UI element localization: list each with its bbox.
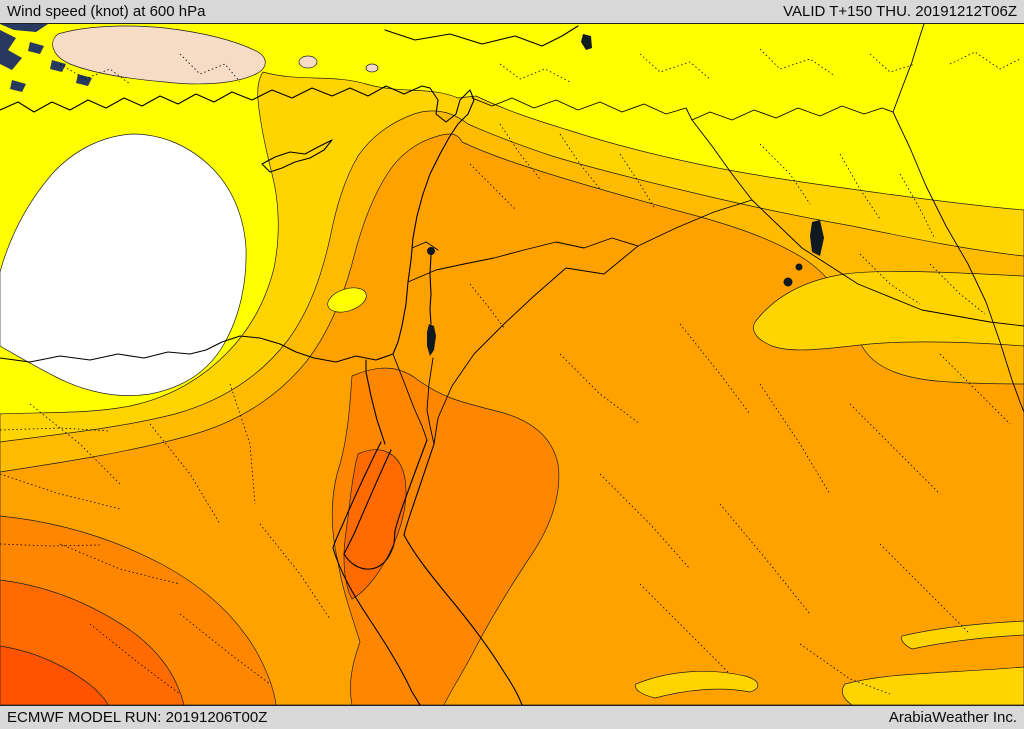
- contour-band-gold-tongue-east: [753, 271, 1024, 351]
- admin-boundary-line: [499, 63, 571, 83]
- admin-boundary-line: [679, 323, 751, 415]
- coastline-mediterranean-levant-egypt: [0, 85, 475, 363]
- admin-boundary-line: [599, 473, 691, 570]
- dead-sea: [427, 324, 436, 356]
- admin-boundary-line: [149, 423, 221, 525]
- admin-boundary-line: [759, 143, 811, 205]
- header-bar: Wind speed (knot) at 600 hPa VALID T+150…: [0, 0, 1024, 24]
- coastline-red-sea-arabia: [403, 534, 523, 705]
- admin-boundary-line: [759, 48, 836, 77]
- admin-boundary-line: [0, 473, 121, 510]
- admin-boundary-line: [639, 53, 711, 80]
- coastline-cyprus: [261, 139, 333, 173]
- map-title: Wind speed (knot) at 600 hPa: [7, 3, 206, 20]
- island-shape: [50, 60, 66, 72]
- admin-boundaries: [0, 48, 1021, 695]
- border-turkey-iran: [892, 24, 925, 113]
- border-syria-iraq: [691, 119, 753, 201]
- admin-boundary-line: [859, 253, 921, 305]
- border-iran-iraq: [892, 111, 1024, 413]
- border-israel-lebanon: [407, 269, 437, 283]
- island-shape: [10, 80, 26, 92]
- border-israel-jordan: [426, 357, 435, 445]
- admin-boundary-line: [0, 543, 101, 547]
- contour-band-white-mediterranean: [0, 133, 247, 396]
- island-shape: [0, 30, 22, 70]
- admin-boundary-line: [869, 53, 916, 73]
- contour-band-gold-streak: [635, 670, 758, 699]
- border-egypt-israel: [392, 353, 428, 441]
- island-shape: [76, 74, 92, 86]
- admin-boundary-line: [229, 383, 256, 505]
- admin-boundary-line: [259, 523, 331, 620]
- contour-band-peach-spot: [365, 63, 379, 73]
- admin-boundary-line: [929, 263, 986, 315]
- contour-band-dark-orange-levant: [331, 367, 560, 705]
- border-iraq-saudi: [751, 199, 1024, 327]
- coastline-gulf-of-suez-east: [343, 449, 392, 555]
- footer-bar: ECMWF MODEL RUN: 20191206T00Z ArabiaWeat…: [0, 705, 1024, 729]
- contour-band-peach-spot: [298, 55, 318, 69]
- admin-boundary-line: [849, 403, 941, 495]
- admin-boundary-line: [179, 53, 241, 83]
- lake-razzaza: [783, 277, 793, 287]
- admin-boundary-line: [759, 383, 831, 495]
- coastline-gulf-of-suez-west: [332, 441, 382, 549]
- coastlines: [0, 25, 579, 705]
- admin-boundary-line: [839, 153, 881, 220]
- aegean-islands: [0, 24, 92, 92]
- sea-of-galilee: [427, 247, 435, 255]
- island-shape: [28, 42, 44, 54]
- lakes: [427, 34, 824, 356]
- border-lebanon-syria: [411, 241, 439, 251]
- coastline-sinai-tip: [343, 530, 396, 570]
- admin-boundary-line: [469, 163, 516, 210]
- admin-boundary-line: [879, 543, 971, 635]
- contour-band-gold-streak: [842, 666, 1024, 705]
- validity-label: VALID T+150 THU. 20191212T06Z: [783, 3, 1017, 20]
- island-shape: [0, 24, 48, 32]
- map-canvas: [0, 24, 1024, 705]
- admin-boundary-line: [639, 583, 731, 675]
- model-run-label: ECMWF MODEL RUN: 20191206T00Z: [7, 709, 268, 726]
- contour-band-yellow-spot: [327, 287, 367, 313]
- jordan-river: [429, 254, 432, 325]
- border-jordan-saudi: [433, 245, 639, 445]
- credit-label: ArabiaWeather Inc.: [888, 709, 1017, 726]
- suez-canal: [365, 359, 386, 445]
- admin-boundary-line: [29, 403, 121, 485]
- coastline-gulf-of-aqaba-west: [394, 439, 428, 532]
- contour-band-core-orange-southwest: [0, 645, 109, 705]
- country-borders: [392, 24, 1024, 445]
- lake-tuz: [581, 34, 592, 50]
- contour-bands: [0, 25, 1024, 705]
- lake-habbaniyah: [795, 263, 803, 271]
- admin-boundary-line: [89, 623, 181, 695]
- border-syria-jordan: [435, 237, 639, 271]
- wind-speed-map: [0, 24, 1024, 705]
- coastline-red-sea-egypt: [332, 547, 421, 705]
- border-jordan-iraq: [637, 199, 753, 247]
- lake-tharthar: [810, 220, 824, 256]
- contour-band-gold-streak: [901, 620, 1024, 650]
- coastline-black-sea: [384, 25, 579, 47]
- admin-boundary-line: [179, 613, 271, 685]
- border-turkey-syria-iraq: [471, 97, 894, 121]
- coastline-gulf-of-aqaba-east: [403, 443, 435, 536]
- admin-boundary-line: [899, 173, 936, 240]
- admin-boundary-line: [719, 503, 811, 615]
- admin-boundary-line: [59, 543, 181, 585]
